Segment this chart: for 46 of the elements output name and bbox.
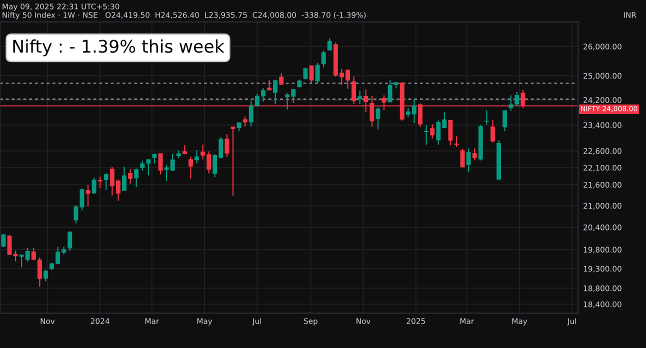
candlestick xyxy=(388,79,392,103)
candlestick xyxy=(472,148,477,161)
candlestick xyxy=(92,177,96,195)
candlestick xyxy=(466,148,471,173)
candlestick xyxy=(303,67,308,80)
candlestick xyxy=(122,166,126,192)
candlestick xyxy=(13,250,18,262)
candlestick xyxy=(454,136,459,148)
candlestick xyxy=(68,230,72,252)
candlestick xyxy=(358,90,362,104)
text: Nifty : - 1.39% this week xyxy=(13,39,224,56)
candlestick xyxy=(146,158,151,176)
candlestick xyxy=(104,172,108,191)
candlestick xyxy=(188,156,193,180)
candlestick xyxy=(424,124,429,146)
candlestick xyxy=(448,119,453,146)
candlestick xyxy=(267,80,272,92)
candlestick xyxy=(273,79,278,104)
candlestick xyxy=(502,110,508,132)
candlestick xyxy=(128,168,133,184)
candlestick xyxy=(1,233,6,248)
candlestick xyxy=(327,38,332,51)
candlestick xyxy=(74,204,78,224)
candlestick xyxy=(490,119,495,144)
candlestick xyxy=(152,152,157,164)
candlestick xyxy=(242,116,248,128)
candlestick xyxy=(514,91,520,107)
candlestick xyxy=(315,62,320,84)
candlestick xyxy=(80,188,84,211)
candlestick xyxy=(376,106,380,130)
candlestick xyxy=(309,65,314,84)
candlestick xyxy=(508,94,514,112)
candlestick xyxy=(140,160,145,172)
candlestick xyxy=(484,110,489,126)
candlestick xyxy=(321,50,326,68)
candlestick xyxy=(430,124,435,140)
candlestick xyxy=(86,184,90,208)
candlestick xyxy=(460,148,465,168)
candlestick xyxy=(279,72,284,86)
candlestick xyxy=(224,134,230,158)
candlestick xyxy=(194,150,199,164)
candlestick xyxy=(134,168,139,188)
candlestick xyxy=(236,122,242,132)
candlestick xyxy=(98,176,102,189)
candlestick xyxy=(44,269,48,282)
candlestick xyxy=(230,126,236,196)
